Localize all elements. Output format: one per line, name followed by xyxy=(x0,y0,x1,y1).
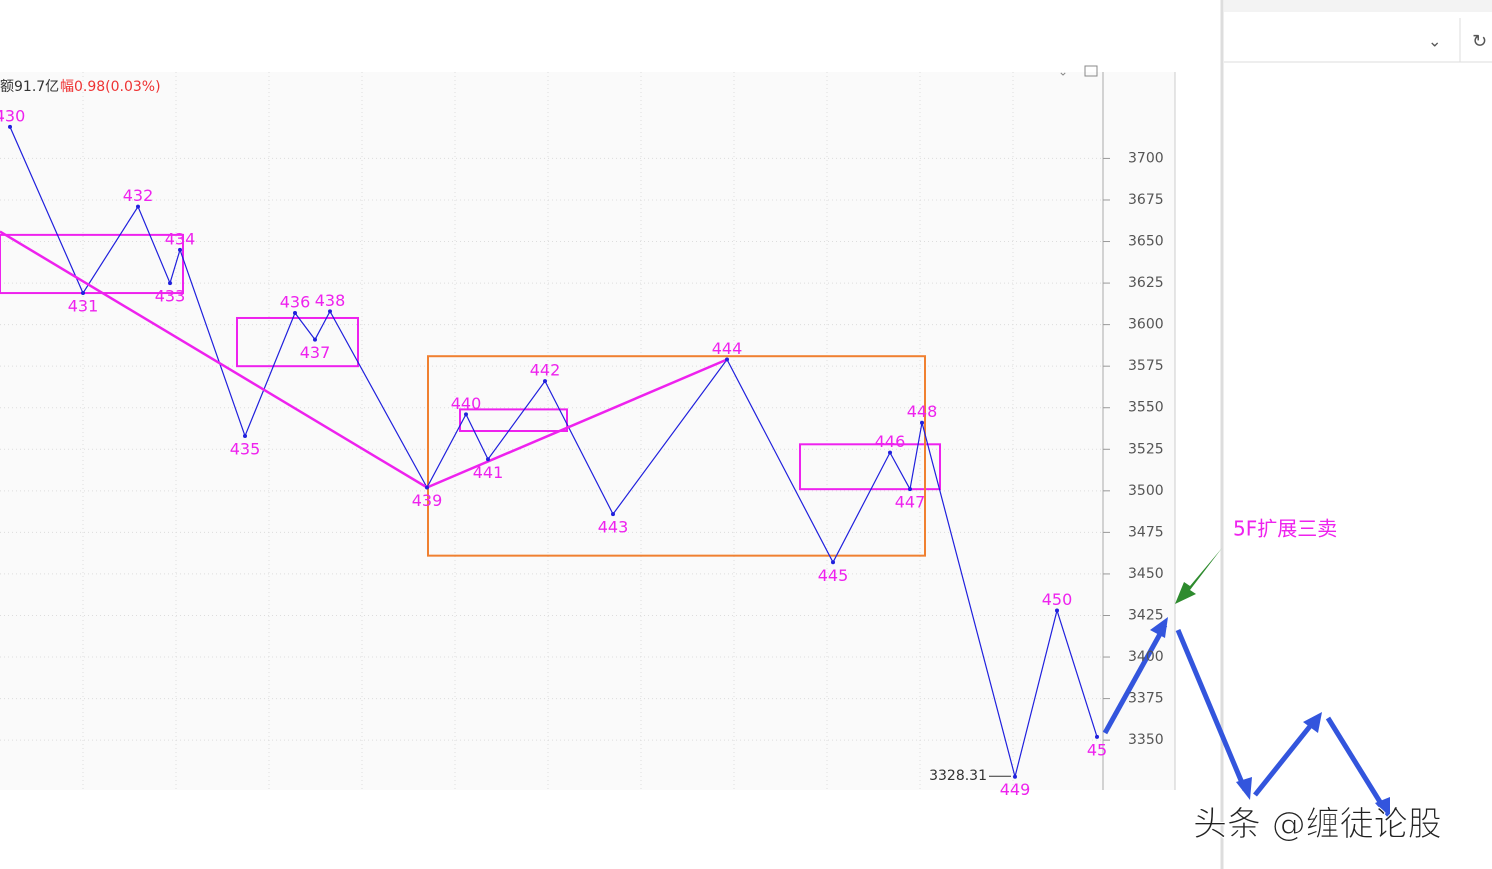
refresh-icon[interactable]: ↻ xyxy=(1472,31,1487,52)
y-tick-label: 3400 xyxy=(1128,649,1164,665)
watermark: 头条 @缠徒论股 xyxy=(1193,805,1442,845)
y-tick-label: 3375 xyxy=(1128,691,1164,707)
pivot xyxy=(136,204,140,209)
zone-box xyxy=(799,443,941,491)
pivot-label: 443 xyxy=(598,518,629,537)
zigzag-line xyxy=(9,126,1098,777)
pivot-label: 442 xyxy=(530,361,561,380)
y-tick-label: 3625 xyxy=(1128,275,1164,291)
pivot-label: 447 xyxy=(895,493,926,512)
pivot-label: 436 xyxy=(280,292,311,311)
y-tick-label: 3575 xyxy=(1128,358,1164,374)
window-icon[interactable] xyxy=(1084,65,1098,77)
y-tick-label: 3600 xyxy=(1128,317,1164,333)
pivot xyxy=(81,291,85,296)
pivot-label: 437 xyxy=(300,343,331,362)
zone-box xyxy=(236,316,359,368)
pivot xyxy=(725,357,729,362)
y-tick-label: 3350 xyxy=(1128,732,1164,748)
pivot xyxy=(328,309,332,314)
pivot xyxy=(243,433,247,438)
pivot-label: 440 xyxy=(451,394,482,413)
side-panel xyxy=(1222,0,1492,869)
pivot-label: 446 xyxy=(875,432,906,451)
pivot xyxy=(8,124,12,129)
pivot xyxy=(611,512,615,517)
projection-arrows xyxy=(1102,623,1388,812)
zone-box xyxy=(0,233,184,295)
pivot xyxy=(1055,608,1059,613)
annotation-arrow xyxy=(1175,548,1222,604)
pivot-label: 435 xyxy=(230,439,261,458)
pivot xyxy=(908,487,912,492)
arrow-heads xyxy=(1150,617,1390,820)
pivot-label: 431 xyxy=(68,297,99,316)
pivot-label: 45 xyxy=(1087,740,1107,759)
zone-box xyxy=(459,408,568,433)
pivot xyxy=(543,379,547,384)
pivot-label: 438 xyxy=(315,291,346,310)
pivot-label: 449 xyxy=(1000,780,1031,799)
low-label: 3328.31 xyxy=(929,768,987,784)
pivot-label: 441 xyxy=(473,463,504,482)
header-volume: 额91.7亿 xyxy=(0,79,59,95)
pivot xyxy=(1095,734,1099,739)
pivot xyxy=(313,337,317,342)
toolbar xyxy=(1224,0,1492,12)
header-change: 幅0.98(0.03%) xyxy=(60,79,161,95)
y-tick-label: 3700 xyxy=(1128,150,1164,166)
pivot xyxy=(425,485,429,490)
pivot-label: 433 xyxy=(155,287,186,306)
pivot-label: 450 xyxy=(1042,590,1073,609)
pivot-label: 430 xyxy=(0,106,25,125)
y-tick-label: 3650 xyxy=(1128,234,1164,250)
pivot-label: 444 xyxy=(712,339,743,358)
y-tick-label: 3675 xyxy=(1128,192,1164,208)
pivot xyxy=(168,281,172,286)
zone-box xyxy=(427,355,926,557)
y-tick-label: 3550 xyxy=(1128,400,1164,416)
y-tick-label: 3450 xyxy=(1128,566,1164,582)
pivot xyxy=(178,247,182,252)
y-tick-label: 3500 xyxy=(1128,483,1164,499)
pivot-label: 448 xyxy=(907,402,938,421)
collapse-icon[interactable]: ⌄ xyxy=(1058,65,1068,79)
pivot-label: 432 xyxy=(123,186,154,205)
y-tick-label: 3525 xyxy=(1128,441,1164,457)
y-tick-label: 3425 xyxy=(1128,607,1164,623)
pivot-label: 434 xyxy=(165,229,196,248)
y-tick-label: 3475 xyxy=(1128,524,1164,540)
plot-background xyxy=(0,72,1175,790)
annotation: 5F扩展三卖 xyxy=(1233,517,1337,541)
pivot-label: 445 xyxy=(818,566,849,585)
pivot xyxy=(831,560,835,565)
pivot xyxy=(293,310,297,315)
pivot-label: 439 xyxy=(412,491,443,510)
dropdown-icon[interactable]: ⌄ xyxy=(1428,32,1441,51)
pivot xyxy=(888,450,892,455)
pivot xyxy=(486,457,490,462)
pivot xyxy=(464,412,468,417)
pivot xyxy=(920,420,924,425)
pivot xyxy=(1013,774,1017,779)
